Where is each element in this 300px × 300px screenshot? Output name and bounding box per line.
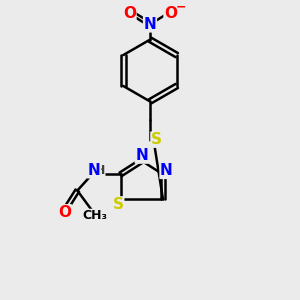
Text: S: S — [151, 132, 162, 147]
Text: O: O — [123, 6, 136, 21]
Text: O: O — [164, 6, 177, 21]
Text: −: − — [175, 0, 186, 13]
Text: N: N — [135, 148, 148, 163]
Text: N: N — [144, 17, 156, 32]
Text: H: H — [94, 164, 105, 177]
Text: N: N — [88, 163, 100, 178]
Text: N: N — [160, 163, 173, 178]
Text: O: O — [58, 205, 71, 220]
Text: CH₃: CH₃ — [82, 209, 107, 222]
Text: S: S — [113, 197, 124, 212]
